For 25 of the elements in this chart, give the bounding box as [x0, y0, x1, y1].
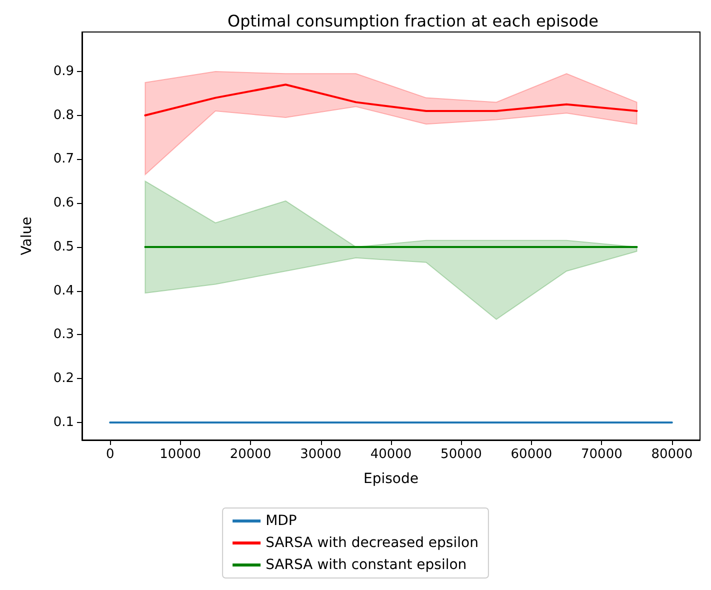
y-tick-label: 0.7 — [53, 152, 74, 167]
y-tick-label: 0.2 — [53, 371, 74, 386]
y-tick-label: 0.1 — [53, 414, 74, 430]
line-series — [144, 84, 638, 116]
y-axis-title: Value — [19, 216, 35, 256]
x-tick-label: 50000 — [440, 447, 482, 462]
y-tick-label: 0.4 — [53, 283, 74, 298]
x-tick-label: 0 — [106, 447, 114, 462]
y-tick-label: 0.9 — [53, 64, 74, 79]
x-tick-label: 70000 — [581, 447, 622, 462]
x-tick-label: 30000 — [300, 447, 342, 462]
y-tick-label: 0.6 — [53, 196, 74, 211]
x-tick-label: 60000 — [510, 447, 552, 462]
x-tick-label: 10000 — [160, 447, 201, 462]
x-axis-title: Episode — [364, 471, 418, 487]
chart-title: Optimal consumption fraction at each episode — [227, 12, 599, 30]
y-tick-label: 0.8 — [53, 108, 74, 123]
y-tick-label: 0.5 — [53, 239, 74, 254]
legend-label: SARSA with decreased epsilon — [266, 535, 478, 551]
legend-label: MDP — [266, 513, 297, 529]
legend-label: SARSA with constant epsilon — [266, 557, 467, 573]
x-tick-label: 40000 — [370, 447, 412, 462]
x-tick-label: 20000 — [230, 447, 272, 462]
x-tick-label: 80000 — [651, 447, 693, 462]
y-tick-label: 0.3 — [53, 327, 74, 342]
